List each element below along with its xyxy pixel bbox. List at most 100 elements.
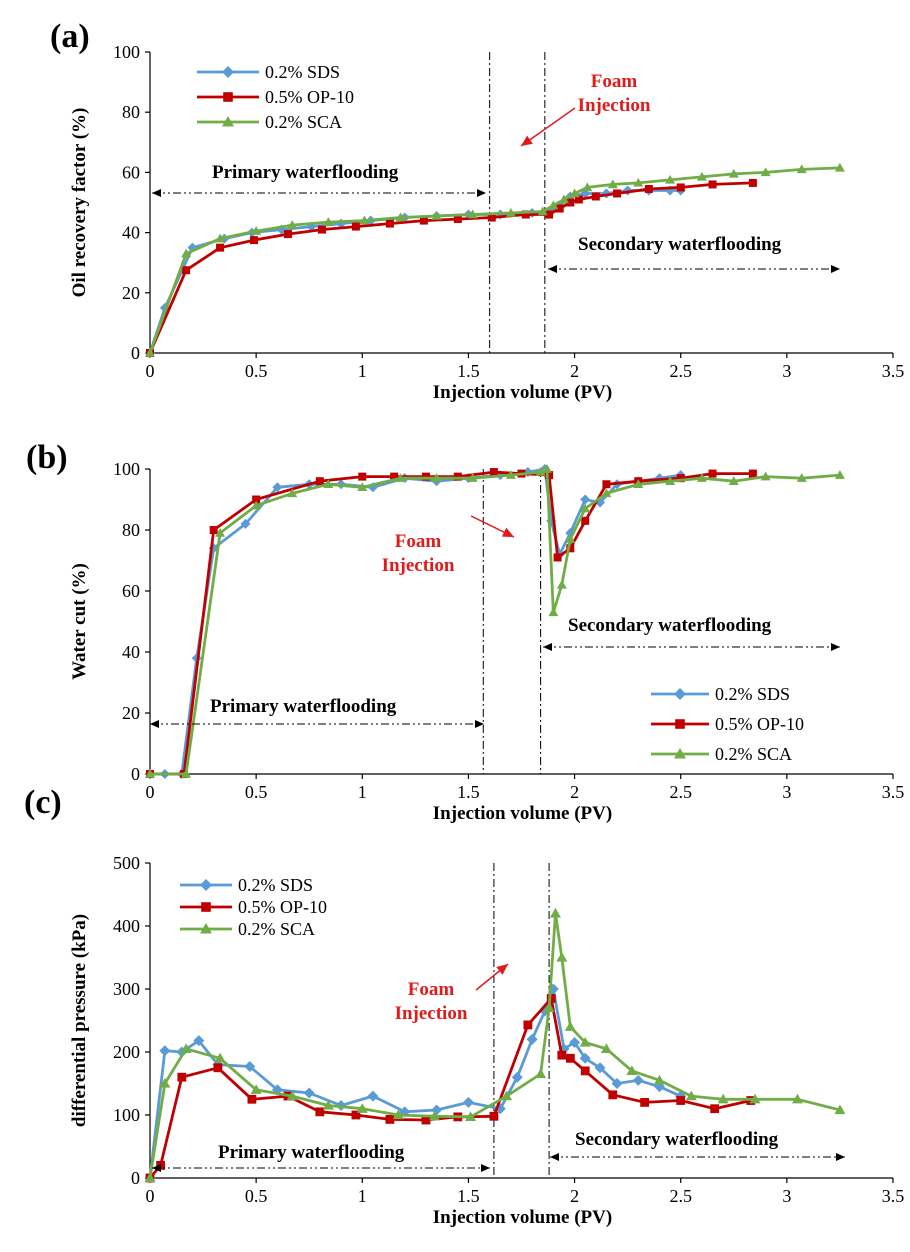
legend-label: 0.2% SDS (265, 62, 340, 82)
legend-label: 0.5% OP-10 (715, 714, 804, 734)
series-SCA (144, 907, 846, 1183)
data-point (545, 471, 554, 480)
data-point (613, 189, 622, 198)
data-point (193, 1035, 205, 1047)
primary-span-arrow (152, 1164, 490, 1172)
secondary-waterflooding-label: Secondary waterflooding (575, 1129, 779, 1150)
data-point (215, 528, 226, 537)
data-point (501, 1090, 513, 1101)
x-tick-label: 3.5 (882, 361, 905, 381)
data-point (580, 1066, 590, 1076)
data-point (548, 200, 559, 210)
y-tick-label: 40 (122, 223, 140, 243)
data-point (834, 1104, 846, 1115)
x-tick-label: 2 (570, 782, 579, 802)
foam-annotation-line1: Foam (408, 979, 455, 1000)
data-point (710, 1104, 720, 1114)
data-point (565, 1053, 575, 1063)
y-tick-label: 0 (131, 764, 140, 784)
data-point (367, 1090, 379, 1102)
data-point (748, 178, 757, 187)
data-point (579, 1037, 591, 1047)
data-point (159, 1045, 171, 1057)
data-point (421, 472, 430, 481)
secondary-span-arrow (543, 643, 840, 651)
y-tick-label: 0 (131, 1168, 140, 1188)
secondary-waterflooding-label: Secondary waterflooding (568, 615, 772, 636)
data-point (834, 162, 845, 172)
data-point (644, 184, 653, 193)
data-point (505, 470, 516, 479)
legend-entry: 0.2% SDS (180, 875, 313, 895)
legend-entry: 0.5% OP-10 (180, 897, 327, 917)
data-point (555, 204, 564, 213)
legend-marker (674, 688, 686, 700)
data-point (357, 482, 368, 492)
y-tick-label: 80 (122, 102, 140, 122)
x-tick-label: 2.5 (669, 1186, 692, 1206)
data-point (602, 480, 611, 489)
legend-label: 0.2% SCA (265, 112, 342, 132)
secondary-span-arrow (548, 265, 840, 273)
legend-marker (222, 116, 234, 127)
y-tick-label: 0 (131, 343, 140, 363)
data-point (385, 219, 394, 228)
data-point (180, 1043, 192, 1053)
data-point (553, 553, 562, 562)
primary-span-arrow (150, 720, 484, 728)
x-tick-label: 0.5 (245, 1186, 268, 1206)
data-point (251, 500, 262, 510)
data-point (748, 469, 757, 478)
data-point (215, 233, 226, 243)
data-point (708, 180, 717, 189)
secondary-span-arrow (550, 1153, 845, 1161)
data-point (566, 198, 575, 207)
y-tick-label: 200 (113, 1042, 140, 1062)
data-point (303, 1087, 315, 1099)
x-tick-label: 1 (358, 782, 367, 802)
data-point (537, 206, 548, 216)
data-point (144, 1172, 156, 1183)
data-point (505, 208, 516, 217)
foam-annotation-line1: Foam (395, 531, 442, 552)
data-point (358, 472, 367, 481)
foam-annotation-line2: Injection (578, 95, 651, 116)
legend-label: 0.2% SCA (715, 744, 792, 764)
data-point (653, 1074, 665, 1085)
data-point (708, 469, 717, 478)
primary-waterflooding-label: Primary waterflooding (218, 1142, 405, 1163)
data-point (395, 473, 406, 482)
data-point (611, 1078, 623, 1089)
data-point (535, 1068, 547, 1079)
data-point (608, 1090, 618, 1100)
data-point (467, 209, 478, 219)
data-point (565, 534, 576, 543)
data-point (574, 195, 583, 204)
data-point (182, 266, 191, 275)
primary-waterflooding-label: Primary waterflooding (210, 696, 397, 717)
legend-entry: 0.2% SCA (180, 919, 315, 939)
data-point (548, 607, 559, 617)
data-point (717, 1093, 729, 1104)
series-SCA (145, 464, 845, 778)
series-line (148, 912, 841, 1179)
data-point (431, 211, 442, 220)
data-point (728, 476, 739, 485)
y-tick-label: 100 (113, 1105, 140, 1125)
data-point (145, 348, 155, 357)
data-point (549, 907, 561, 918)
data-point (579, 1052, 591, 1064)
data-point (594, 1062, 606, 1074)
data-point (240, 518, 251, 529)
series-line (150, 470, 753, 776)
y-tick-label: 60 (122, 162, 140, 182)
data-point (390, 472, 399, 481)
x-tick-label: 0 (146, 361, 155, 381)
data-point (159, 1078, 171, 1088)
data-point (283, 230, 292, 239)
legend-marker (200, 923, 212, 934)
y-axis-label: Water cut (%) (69, 563, 90, 680)
data-point (214, 1052, 226, 1063)
data-point (640, 1098, 650, 1107)
